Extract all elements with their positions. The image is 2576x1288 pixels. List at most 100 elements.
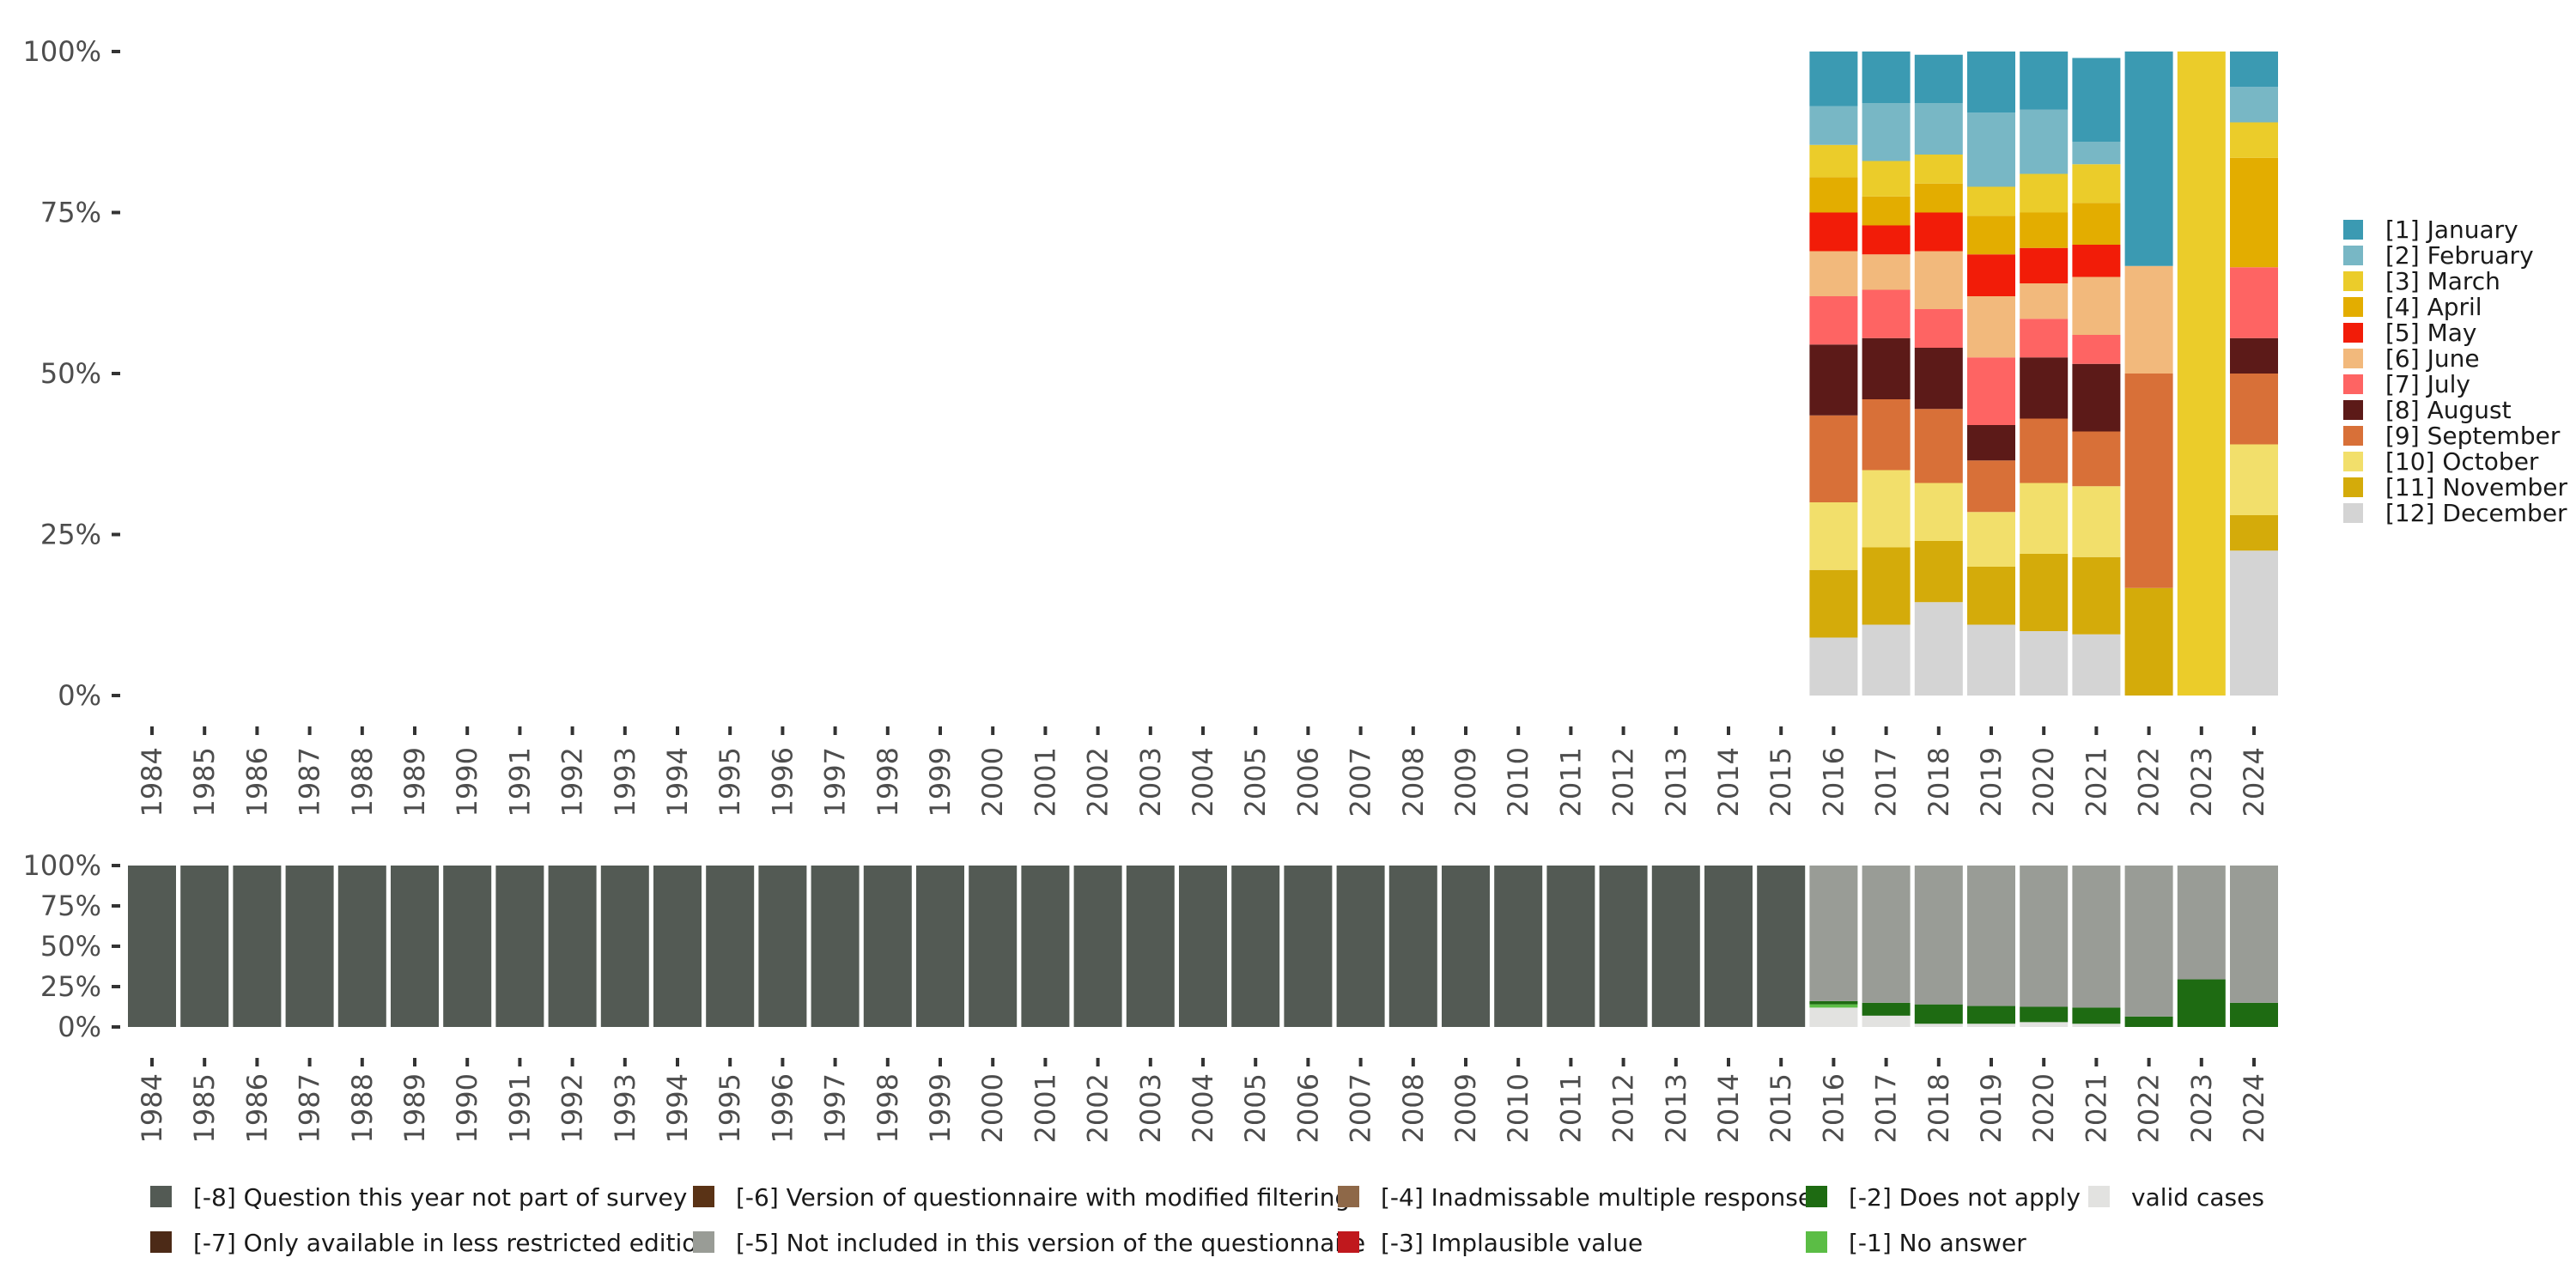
top-x-tick-label: 2007	[1345, 747, 1377, 817]
bottom-x-tick-label: 1985	[188, 1073, 221, 1143]
top-bar-2018-8-august	[1914, 348, 1963, 410]
bottom-bar-2023-5-not-included-in-this-version-of-the-questionnaire	[2177, 866, 2226, 980]
top-y-tick-label: 0%	[58, 679, 101, 712]
top-bar-2021-8-august	[2072, 363, 2121, 432]
bottom-x-tick-label: 2017	[1870, 1073, 1903, 1143]
legend-swatch-7-only-available-in-less-restricted-edition	[150, 1231, 172, 1253]
bottom-x-tick-label: 2023	[2185, 1073, 2218, 1143]
bottom-x-tick-label: 2001	[1029, 1073, 1061, 1143]
bottom-x-tick-label: 1984	[136, 1073, 168, 1143]
legend-label-5-may: [5] May	[2385, 319, 2476, 347]
top-bar-2021-11-november	[2072, 556, 2121, 635]
legend-swatch-1-no-answer	[1806, 1231, 1827, 1253]
legend-swatch-5-may	[2343, 323, 2363, 343]
top-x-tick-label: 1984	[136, 747, 168, 817]
bottom-bar-2024-5-not-included-in-this-version-of-the-questionnaire	[2230, 866, 2278, 1003]
top-x-tick-label: 2004	[1187, 747, 1219, 817]
top-bar-2016-7-july	[1809, 296, 1858, 345]
top-bar-2019-4-april	[1967, 216, 2015, 255]
top-x-tick-label: 2012	[1607, 747, 1640, 817]
bottom-x-tick-label: 1987	[294, 1073, 326, 1143]
bottom-x-tick-label: 2003	[1134, 1073, 1167, 1143]
bottom-bar-2011-8-question-this-year-not-part-of-survey	[1546, 866, 1595, 1027]
bottom-x-tick-label: 2022	[2133, 1073, 2166, 1143]
top-bar-2020-12-december	[2020, 631, 2069, 696]
bottom-bar-2022-2-does-not-apply	[2124, 1016, 2173, 1027]
bottom-bar-2001-8-question-this-year-not-part-of-survey	[1021, 866, 1070, 1027]
bottom-bar-1998-8-question-this-year-not-part-of-survey	[863, 866, 912, 1027]
top-x-tick-label: 1998	[872, 747, 904, 817]
top-bar-2019-3-march	[1967, 186, 2015, 216]
legend-label-9-september: [9] September	[2385, 422, 2561, 450]
top-x-tick-label: 1996	[766, 747, 799, 817]
top-bar-2020-7-july	[2020, 319, 2069, 358]
top-bar-2017-6-june	[1862, 254, 1911, 290]
top-x-tick-label: 1991	[503, 747, 536, 817]
top-bar-2017-12-december	[1862, 624, 1911, 696]
bottom-x-tick-label: 2014	[1712, 1073, 1745, 1143]
top-bar-2022-1-january	[2124, 52, 2173, 266]
top-x-tick-label: 2011	[1554, 747, 1587, 817]
top-bar-2024-7-july	[2230, 267, 2278, 338]
top-x-tick-label: 2009	[1449, 747, 1482, 817]
bottom-x-tick-label: 2015	[1765, 1073, 1797, 1143]
bottom-x-tick-label: 1996	[766, 1073, 799, 1143]
top-x-tick-label: 1997	[819, 747, 852, 817]
top-bar-2019-5-may	[1967, 254, 2015, 296]
legend-swatch-9-september	[2343, 426, 2363, 446]
bottom-bar-2017-2-does-not-apply	[1862, 1002, 1911, 1016]
legend-swatch-2-does-not-apply	[1806, 1186, 1827, 1207]
bottom-bar-2010-8-question-this-year-not-part-of-survey	[1494, 866, 1543, 1027]
top-bar-2018-7-july	[1914, 309, 1963, 348]
bottom-y-tick-label: 25%	[40, 970, 101, 1003]
legend-swatch-12-december	[2343, 503, 2363, 523]
bottom-bar-2018-2-does-not-apply	[1914, 1004, 1963, 1024]
top-x-tick-label: 2016	[1817, 747, 1850, 817]
legend-label-8-august: [8] August	[2385, 396, 2512, 424]
top-bar-2020-9-september	[2020, 418, 2069, 483]
top-x-tick-label: 1985	[188, 747, 221, 817]
legend-label-valid-cases: valid cases	[2131, 1183, 2264, 1212]
top-x-tick-label: 2003	[1134, 747, 1167, 817]
top-bar-2024-3-march	[2230, 122, 2278, 158]
bottom-x-tick-label: 2011	[1554, 1073, 1587, 1143]
top-bar-2022-9-september	[2124, 374, 2173, 588]
top-bar-2018-9-september	[1914, 409, 1963, 483]
top-bar-2016-9-september	[1809, 415, 1858, 502]
bottom-bar-1984-8-question-this-year-not-part-of-survey	[128, 866, 176, 1027]
bottom-x-tick-label: 1990	[451, 1073, 483, 1143]
top-bar-2019-9-september	[1967, 460, 2015, 513]
bottom-bar-2021-5-not-included-in-this-version-of-the-questionnaire	[2072, 866, 2121, 1008]
top-bar-2021-10-october	[2072, 486, 2121, 557]
bottom-bar-2020-2-does-not-apply	[2020, 1006, 2069, 1023]
legend-swatch-3-implausible-value	[1338, 1231, 1359, 1253]
top-bar-2024-2-february	[2230, 87, 2278, 123]
top-x-tick-label: 2010	[1502, 747, 1534, 817]
top-chart-legend: [1] January[2] February[3] March[4] Apri…	[2343, 216, 2568, 527]
top-bar-2024-10-october	[2230, 444, 2278, 515]
bottom-bar-1987-8-question-this-year-not-part-of-survey	[285, 866, 334, 1027]
top-bar-2018-3-march	[1914, 155, 1963, 184]
bottom-x-tick-label: 1992	[556, 1073, 589, 1143]
bottom-x-tick-label: 1988	[346, 1073, 379, 1143]
top-y-tick-label: 50%	[40, 357, 101, 390]
legend-label-12-december: [12] December	[2385, 499, 2567, 527]
top-bar-2016-11-november	[1809, 569, 1858, 638]
bottom-bar-1996-8-question-this-year-not-part-of-survey	[758, 866, 807, 1027]
legend-label-8-question-this-year-not-part-of-survey: [-8] Question this year not part of surv…	[193, 1183, 687, 1212]
legend-swatch-6-june	[2343, 349, 2363, 368]
bottom-bar-2007-8-question-this-year-not-part-of-survey	[1336, 866, 1385, 1027]
bottom-bar-1993-8-question-this-year-not-part-of-survey	[600, 866, 649, 1027]
bottom-bar-2022-5-not-included-in-this-version-of-the-questionnaire	[2124, 866, 2173, 1017]
top-bar-2016-12-december	[1809, 637, 1858, 696]
top-x-tick-label: 2002	[1082, 747, 1115, 817]
bottom-x-tick-label: 2009	[1449, 1073, 1482, 1143]
top-x-tick-label: 2000	[976, 747, 1009, 817]
top-bar-2019-7-july	[1967, 357, 2015, 425]
legend-swatch-8-august	[2343, 400, 2363, 420]
top-bar-2017-9-september	[1862, 399, 1911, 471]
top-bar-2021-4-april	[2072, 203, 2121, 245]
top-bar-2016-4-april	[1809, 177, 1858, 213]
top-bar-2018-10-october	[1914, 483, 1963, 541]
